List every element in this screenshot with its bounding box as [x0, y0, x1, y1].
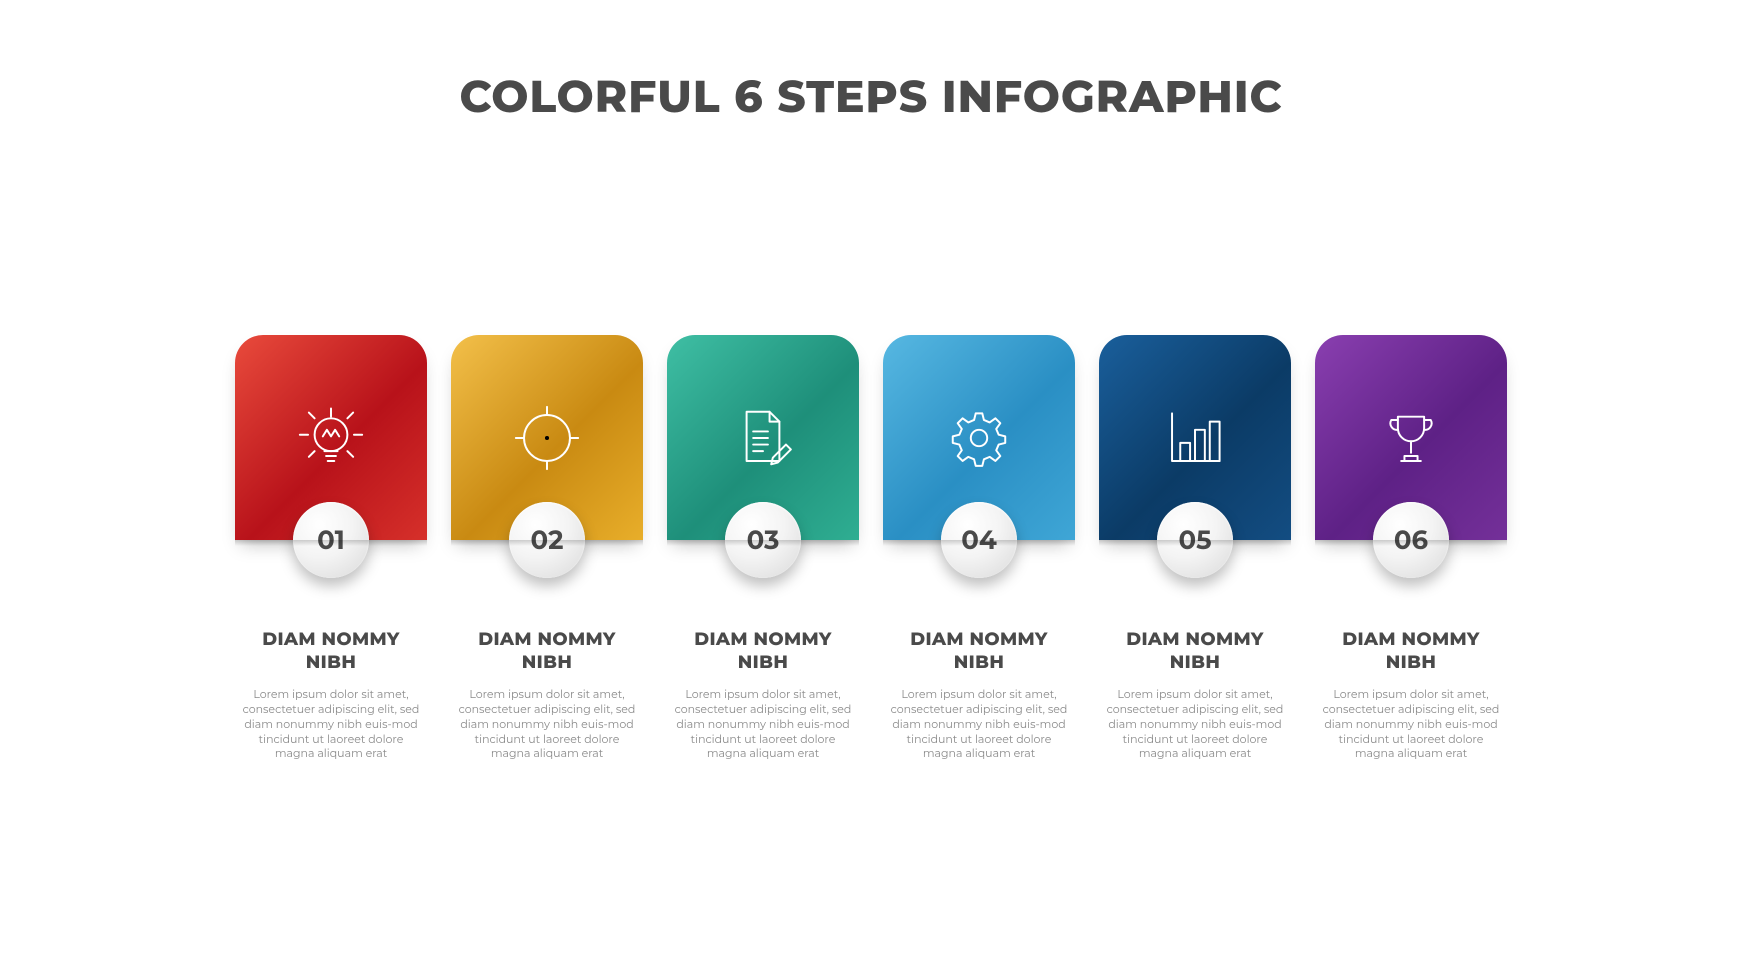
lightbulb-idea-icon — [288, 395, 374, 481]
step-card-4: 04 — [883, 335, 1075, 540]
step-title-2: DIAM NOMMY NIBH — [478, 628, 616, 673]
document-pencil-icon — [720, 395, 806, 481]
step-2: 02 DIAM NOMMY NIBH Lorem ipsum dolor sit… — [451, 335, 643, 761]
step-number-2: 02 — [531, 524, 564, 556]
step-number-badge-3: 03 — [725, 502, 801, 578]
step-title-6: DIAM NOMMY NIBH — [1342, 628, 1480, 673]
step-number-5: 05 — [1178, 524, 1211, 556]
step-body-6: Lorem ipsum dolor sit amet, consectetuer… — [1322, 687, 1500, 761]
step-card-5: 05 — [1099, 335, 1291, 540]
step-body-1: Lorem ipsum dolor sit amet, consectetuer… — [242, 687, 420, 761]
step-number-3: 03 — [747, 524, 780, 556]
step-card-3: 03 — [667, 335, 859, 540]
steps-row: 01 DIAM NOMMY NIBH Lorem ipsum dolor sit… — [0, 335, 1742, 761]
trophy-icon — [1368, 395, 1454, 481]
step-number-6: 06 — [1394, 524, 1428, 556]
step-3: 03 DIAM NOMMY NIBH Lorem ipsum dolor sit… — [667, 335, 859, 761]
step-number-4: 04 — [961, 524, 997, 556]
step-4: 04 DIAM NOMMY NIBH Lorem ipsum dolor sit… — [883, 335, 1075, 761]
bar-chart-icon — [1152, 395, 1238, 481]
step-5: 05 DIAM NOMMY NIBH Lorem ipsum dolor sit… — [1099, 335, 1291, 761]
step-body-2: Lorem ipsum dolor sit amet, consectetuer… — [458, 687, 636, 761]
step-title-4: DIAM NOMMY NIBH — [910, 628, 1048, 673]
step-title-1: DIAM NOMMY NIBH — [262, 628, 400, 673]
step-title-5: DIAM NOMMY NIBH — [1126, 628, 1264, 673]
step-card-2: 02 — [451, 335, 643, 540]
step-number-1: 01 — [317, 524, 345, 556]
step-body-4: Lorem ipsum dolor sit amet, consectetuer… — [890, 687, 1068, 761]
step-number-badge-5: 05 — [1157, 502, 1233, 578]
gear-icon — [936, 395, 1022, 481]
step-body-5: Lorem ipsum dolor sit amet, consectetuer… — [1106, 687, 1284, 761]
step-6: 06 DIAM NOMMY NIBH Lorem ipsum dolor sit… — [1315, 335, 1507, 761]
step-1: 01 DIAM NOMMY NIBH Lorem ipsum dolor sit… — [235, 335, 427, 761]
step-card-1: 01 — [235, 335, 427, 540]
step-number-badge-1: 01 — [293, 502, 369, 578]
step-body-3: Lorem ipsum dolor sit amet, consectetuer… — [674, 687, 852, 761]
step-number-badge-4: 04 — [941, 502, 1017, 578]
page-title: COLORFUL 6 STEPS INFOGRAPHIC — [0, 70, 1742, 124]
crosshair-target-icon — [504, 395, 590, 481]
step-title-3: DIAM NOMMY NIBH — [694, 628, 832, 673]
step-card-6: 06 — [1315, 335, 1507, 540]
step-number-badge-6: 06 — [1373, 502, 1449, 578]
step-number-badge-2: 02 — [509, 502, 585, 578]
